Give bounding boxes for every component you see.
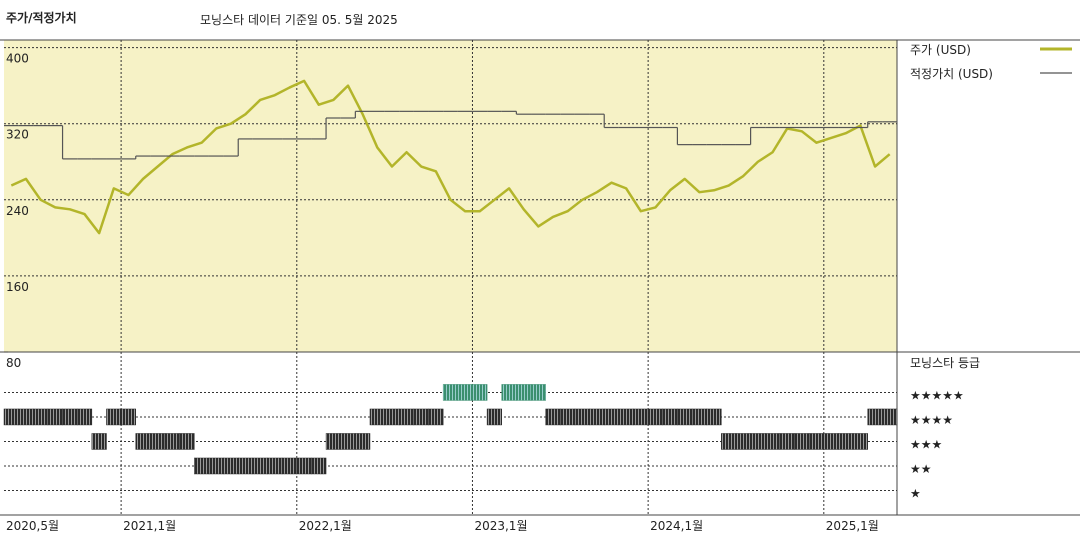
rating-bar	[706, 408, 722, 426]
rating-bar	[194, 457, 210, 475]
rating-bar	[662, 408, 678, 426]
rating-title: 모닝스타 등급	[910, 356, 980, 370]
rating-bar	[91, 433, 107, 450]
legend-label: 적정가치 (USD)	[910, 67, 993, 81]
rating-bar	[867, 408, 883, 426]
rating-bar	[852, 433, 868, 450]
rating-bar	[735, 433, 751, 450]
legend-label: 주가 (USD)	[910, 43, 971, 57]
x-tick-label: 2024,1월	[650, 519, 703, 533]
y-tick-label: 400	[6, 52, 29, 66]
rating-label: ★★★	[910, 437, 942, 451]
rating-bar	[721, 433, 737, 450]
x-tick-label: 2023,1월	[474, 519, 527, 533]
rating-bar	[325, 433, 341, 450]
rating-bar	[179, 433, 195, 450]
rating-bar	[164, 433, 180, 450]
x-tick-label: 2020,5월	[6, 519, 59, 533]
rating-bar	[296, 457, 312, 475]
rating-bar	[18, 408, 34, 426]
rating-bar	[779, 433, 795, 450]
rating-bar	[76, 408, 93, 426]
rating-bar	[223, 457, 239, 475]
x-tick-label: 2022,1월	[299, 519, 352, 533]
rating-bar	[516, 384, 532, 401]
rating-label: ★★★★	[910, 413, 953, 427]
rating-bar	[47, 408, 63, 426]
chart-subtitle: 모닝스타 데이터 기준일 05. 5월 2025	[200, 13, 398, 27]
rating-bar	[501, 384, 517, 401]
rating-bar	[267, 457, 283, 475]
rating-bar	[750, 433, 766, 450]
rating-bar	[457, 384, 473, 401]
rating-bar	[545, 408, 561, 426]
rating-bar	[838, 433, 854, 450]
y-tick-label: 240	[6, 204, 29, 218]
price-line	[10, 79, 891, 235]
rating-bar	[106, 408, 122, 426]
y-tick-label: 80	[6, 356, 21, 370]
rating-bar	[413, 408, 429, 426]
rating-bar	[794, 433, 810, 450]
rating-bar	[384, 408, 400, 426]
rating-bar	[442, 384, 459, 401]
rating-bar	[764, 433, 781, 450]
rating-bar	[589, 408, 605, 426]
rating-bar	[472, 384, 488, 401]
rating-bar	[208, 457, 224, 475]
rating-bar	[882, 408, 898, 426]
price-panel	[4, 40, 897, 352]
rating-bar	[823, 433, 839, 450]
rating-bar	[486, 408, 502, 426]
rating-bar	[135, 433, 151, 450]
rating-bar	[677, 408, 693, 426]
rating-bar	[691, 408, 707, 426]
rating-bar	[560, 408, 576, 426]
rating-bar	[808, 433, 825, 450]
rating-label: ★★	[910, 462, 932, 476]
rating-bar	[252, 457, 268, 475]
rating-bar	[237, 457, 254, 475]
rating-bar	[530, 384, 546, 401]
rating-bar	[281, 457, 298, 475]
rating-bar	[355, 433, 371, 450]
rating-bar	[399, 408, 415, 426]
rating-bar	[33, 408, 49, 426]
rating-bar	[369, 408, 385, 426]
rating-bar	[120, 408, 137, 426]
y-tick-label: 160	[6, 280, 29, 294]
rating-bar	[603, 408, 620, 426]
rating-bar	[574, 408, 590, 426]
rating-bar	[618, 408, 634, 426]
rating-bar	[62, 408, 78, 426]
rating-bar	[428, 408, 444, 426]
rating-label: ★	[910, 486, 921, 500]
rating-bar	[633, 408, 649, 426]
rating-label: ★★★★★	[910, 388, 964, 402]
rating-bar	[150, 433, 166, 450]
x-tick-label: 2025,1월	[826, 519, 879, 533]
chart-title: 주가/적정가치	[6, 10, 77, 25]
x-tick-label: 2021,1월	[123, 519, 176, 533]
rating-bar	[647, 408, 664, 426]
rating-bar	[311, 457, 327, 475]
rating-bar	[340, 433, 356, 450]
y-tick-label: 320	[6, 128, 29, 142]
rating-bar	[3, 408, 19, 426]
